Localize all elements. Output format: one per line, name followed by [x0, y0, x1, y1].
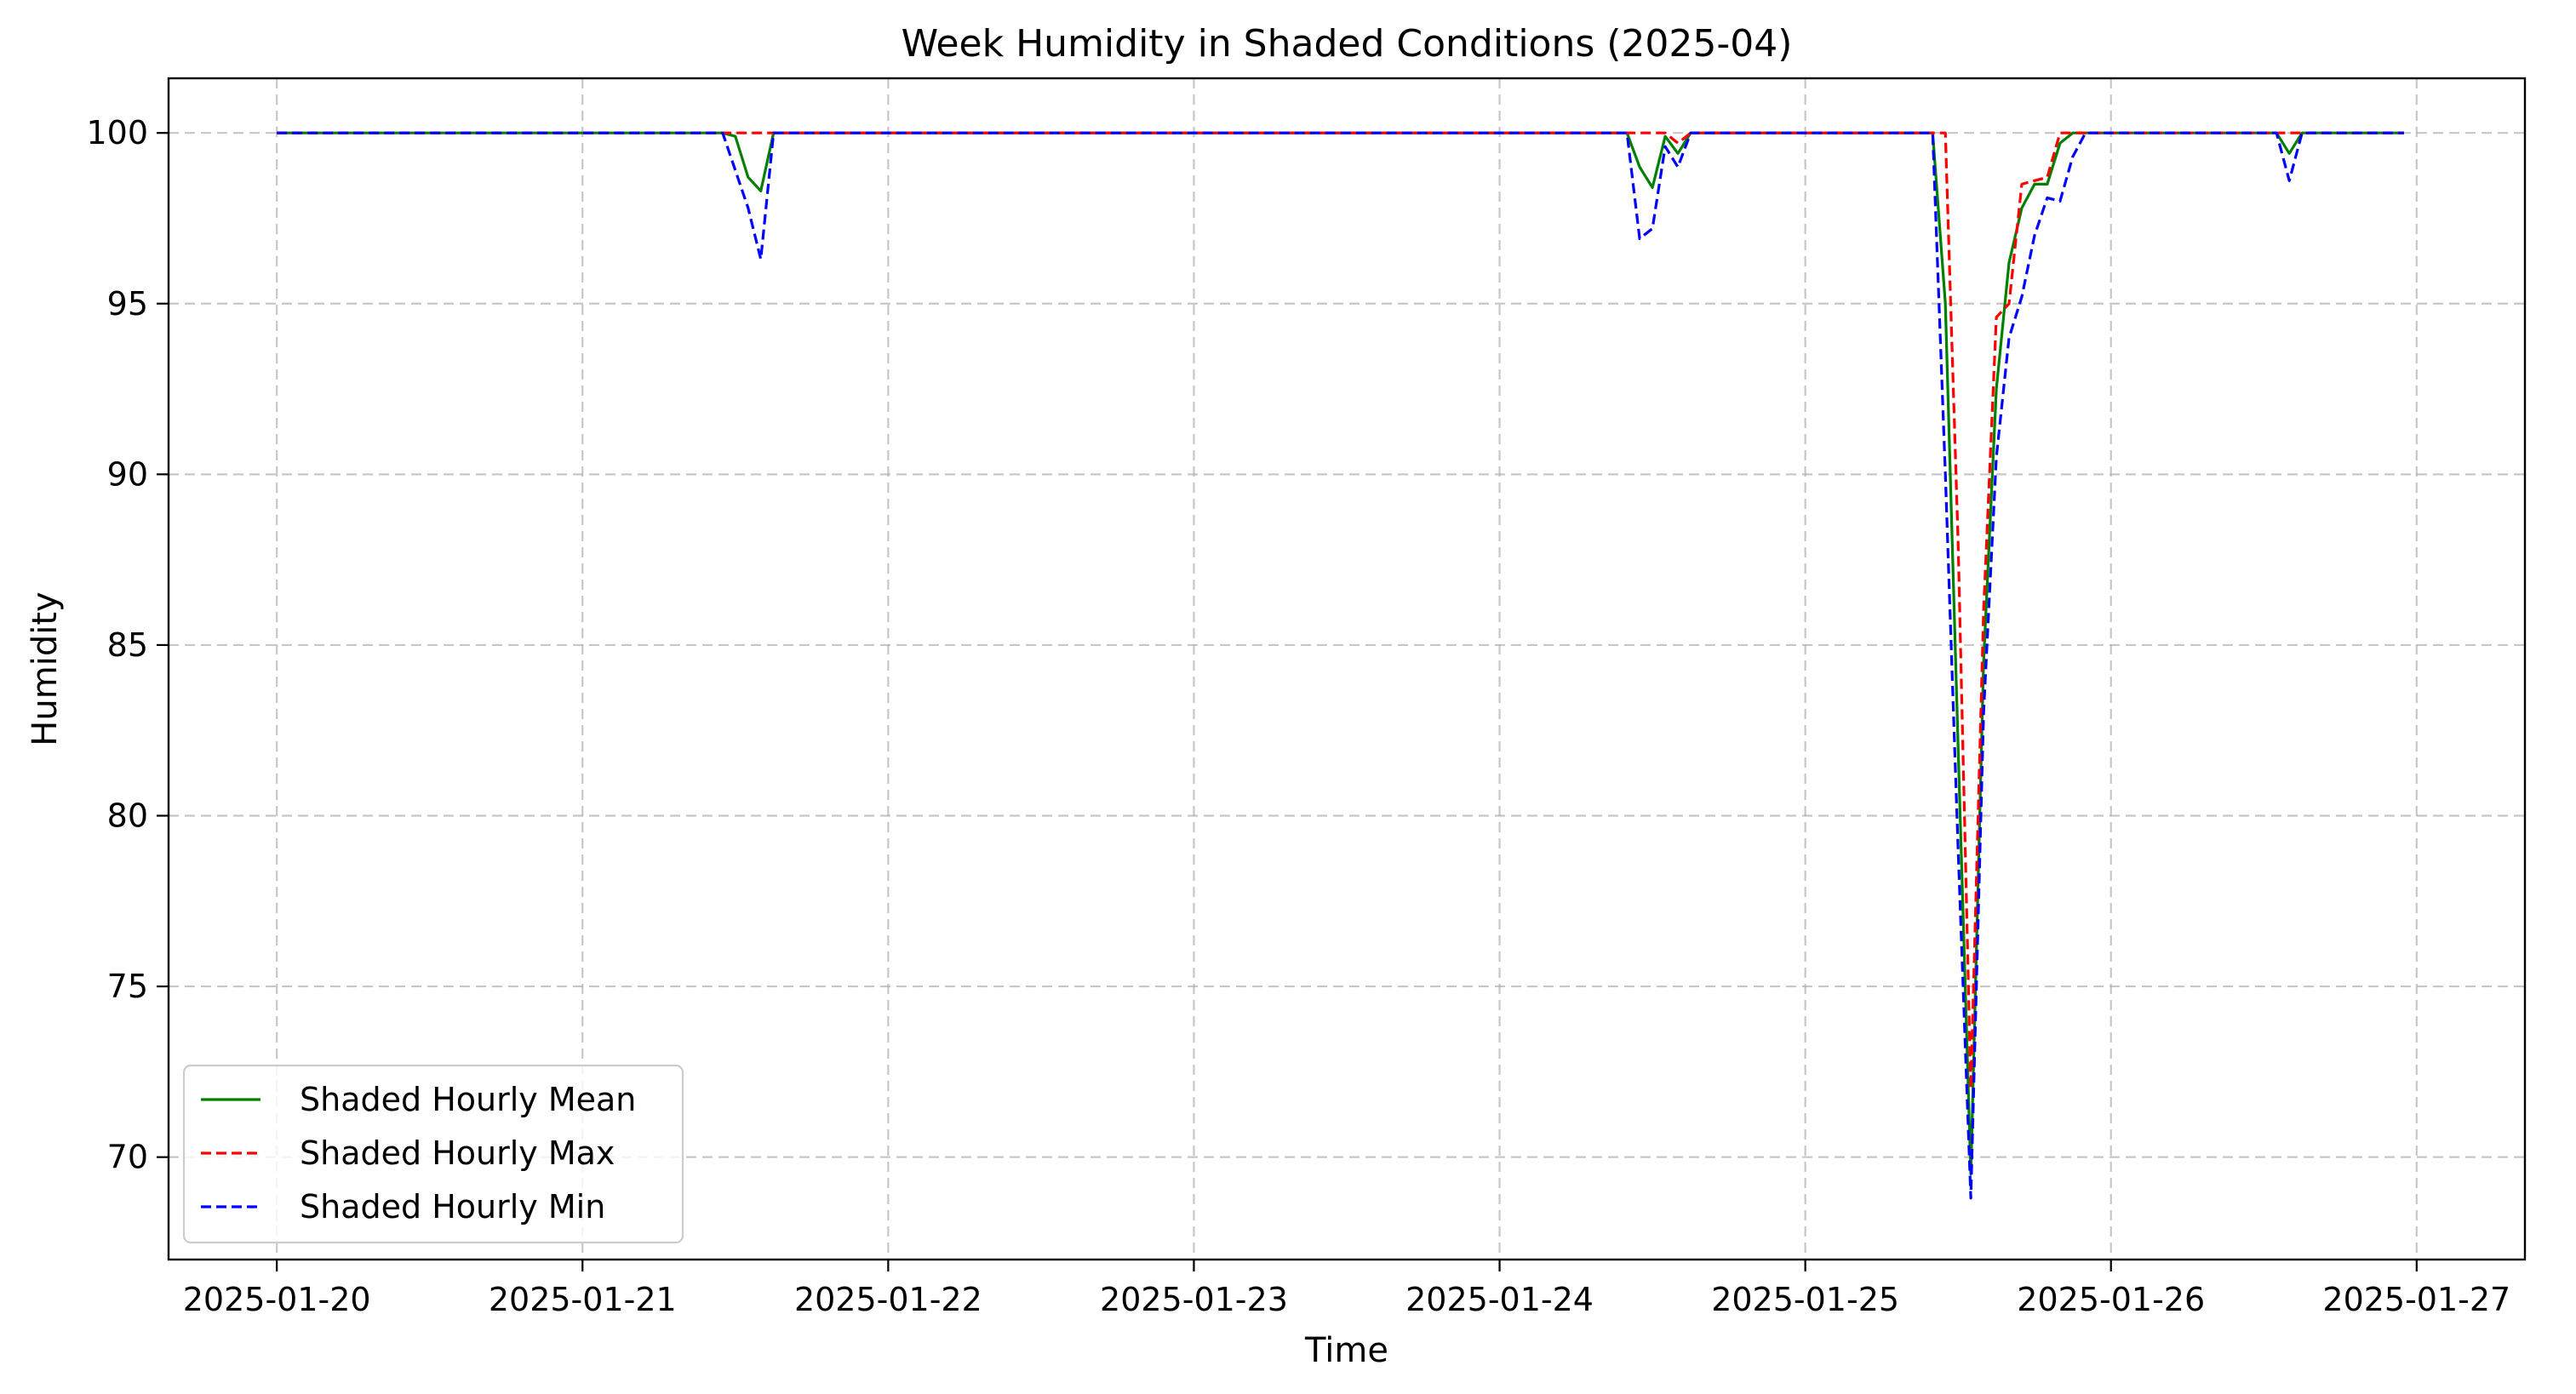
axis-ticks: 2025-01-20 2025-01-21 2025-01-22 2025-01-23… — [86, 114, 2510, 1318]
y-tick-label: 90 — [107, 455, 148, 493]
y-tick-label: 95 — [107, 285, 148, 323]
x-tick-label: 2025-01-24 — [1405, 1281, 1594, 1318]
legend-box — [182, 1064, 684, 1244]
y-tick-label: 75 — [107, 968, 148, 1005]
y-tick-label: 100 — [86, 114, 148, 151]
series-line-shaded-hourly-max — [277, 131, 2404, 1090]
series-line-shaded-hourly-mean — [277, 131, 2404, 1176]
legend-label: Shaded Hourly Max — [300, 1134, 615, 1172]
x-tick-label: 2025-01-21 — [489, 1281, 677, 1318]
legend-label: Shaded Hourly Mean — [300, 1081, 636, 1118]
x-axis-label: Time — [1304, 1331, 1388, 1370]
x-tick-label: 2025-01-23 — [1100, 1281, 1288, 1318]
legend: Shaded Hourly Mean Shaded Hourly Max Shade… — [182, 1064, 684, 1244]
x-tick-label: 2025-01-25 — [1711, 1281, 1899, 1318]
y-tick-label: 70 — [107, 1139, 148, 1176]
y-tick-label: 85 — [107, 626, 148, 664]
x-tick-label: 2025-01-26 — [2017, 1281, 2205, 1318]
x-tick-label: 2025-01-27 — [2322, 1281, 2510, 1318]
x-tick-label: 2025-01-20 — [183, 1281, 371, 1318]
legend-label: Shaded Hourly Min — [300, 1188, 605, 1225]
y-axis-label: Humidity — [26, 591, 65, 746]
series-lines — [277, 131, 2404, 1200]
plot-frame — [167, 77, 2527, 1261]
x-tick-label: 2025-01-22 — [794, 1281, 982, 1318]
chart-title: Week Humidity in Shaded Conditions (2025… — [902, 22, 1793, 66]
y-tick-label: 80 — [107, 797, 148, 834]
series-line-shaded-hourly-min — [277, 131, 2404, 1200]
